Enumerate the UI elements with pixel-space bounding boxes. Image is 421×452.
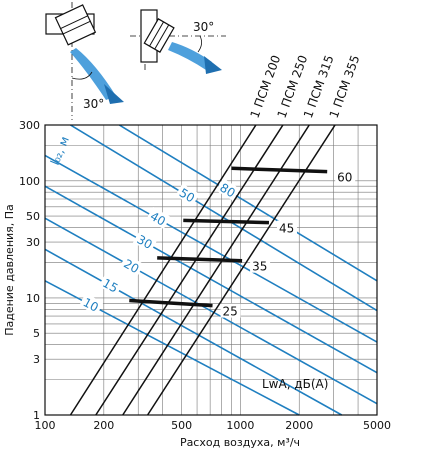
sound-level-line	[183, 218, 270, 225]
sound-level-value-label: 35	[252, 260, 267, 274]
y-tick-label: 5	[33, 327, 40, 340]
x-tick-label: 5000	[363, 419, 391, 432]
angle-label-right: 30°	[193, 20, 214, 34]
x-tick-label: 100	[35, 419, 56, 432]
throw-value-label: 20	[121, 257, 141, 277]
sound-label-bg	[335, 169, 356, 184]
throw-label-bg	[119, 254, 144, 277]
y-tick-label: 10	[26, 292, 40, 305]
throw-value-label: 15	[100, 276, 120, 296]
x-axis-label: Расход воздуха, м³/ч	[180, 436, 300, 449]
sound-level-label: LwA, дБ(А)	[262, 377, 328, 391]
x-tick-label: 200	[93, 419, 114, 432]
sound-level-line	[231, 166, 328, 174]
throw-line	[118, 124, 378, 282]
sound-level-segments: 25 35 45 60	[129, 166, 356, 319]
throw-line	[44, 154, 378, 343]
sound-label-bg	[220, 303, 241, 318]
diffuser-diagram-left: 30°	[45, 2, 124, 120]
y-axis-label: Падение давления, Па	[3, 204, 16, 336]
sound-label-bg	[276, 220, 297, 235]
chart-grid	[45, 125, 377, 415]
angle-label-left: 30°	[83, 97, 104, 111]
plot-frame	[44, 124, 378, 416]
sound-level-value-label: 25	[223, 305, 238, 319]
x-tick-label: 2000	[285, 419, 313, 432]
y-tick-label: 50	[26, 210, 40, 223]
throw-value-label: 50	[177, 186, 197, 206]
x-tick-label: 1000	[226, 419, 254, 432]
y-tick-label: 30	[26, 236, 40, 249]
throw-label-bg	[175, 183, 200, 206]
throw-line	[44, 248, 343, 416]
y-tick-label: 300	[19, 119, 40, 132]
model-line	[95, 124, 284, 416]
y-tick-label: 3	[33, 353, 40, 366]
throw-value-label: 40	[148, 209, 168, 229]
throw-label-bg	[79, 293, 104, 315]
sound-level-value-label: 45	[279, 222, 294, 236]
model-line	[146, 124, 336, 416]
sound-label-bg	[250, 258, 271, 273]
throw-label-bg	[146, 206, 171, 229]
throw-value-label: 80	[217, 181, 237, 201]
x-tick-label: 500	[171, 419, 192, 432]
throw-value-label: 30	[135, 232, 155, 252]
throw-value-label: 10	[81, 295, 101, 315]
sound-level-line	[129, 298, 213, 308]
sound-level-line	[157, 256, 243, 263]
y-tick-label: 1	[33, 409, 40, 422]
diffuser-diagram-right: 30°	[130, 9, 226, 74]
y-tick-label: 100	[19, 175, 40, 188]
throw-lines-label: l₀₂, м	[48, 134, 72, 167]
model-line	[69, 124, 257, 416]
throw-line	[44, 217, 378, 405]
throw-label-bg	[132, 230, 158, 253]
model-line	[122, 124, 310, 416]
throw-label-bg	[215, 178, 241, 201]
sound-level-value-label: 60	[337, 171, 352, 185]
throw-label-bg	[98, 273, 123, 296]
throw-line	[44, 185, 378, 374]
